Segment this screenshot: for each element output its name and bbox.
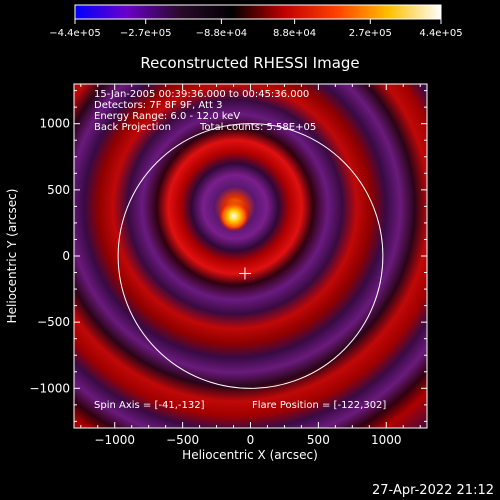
reconstructed-image <box>74 84 427 428</box>
x-tick-label: −1000 <box>94 433 135 447</box>
x-tick-label: −500 <box>166 433 199 447</box>
plot-timestamp: 27-Apr-2022 21:12 <box>372 483 494 498</box>
annotation-flare-position: Flare Position = [-122,302] <box>252 400 386 411</box>
sun-center-marker <box>238 267 251 280</box>
annotation-energy: Energy Range: 6.0 - 12.0 keV <box>94 111 240 122</box>
x-axis-ticks: −1000 −500 0 500 1000 <box>80 84 421 447</box>
x-tick-label: 0 <box>247 433 255 447</box>
colorbar-tick-label: −2.7e+05 <box>120 28 172 39</box>
y-tick-label: 1000 <box>39 117 70 131</box>
image-area <box>74 84 427 428</box>
x-axis-label: Heliocentric X (arcsec) <box>182 448 318 462</box>
y-tick-label: 500 <box>47 183 70 197</box>
colorbar-ticks: −4.4e+05 −2.7e+05 −8.8e+04 8.8e+04 2.7e+05 4.… <box>49 19 463 39</box>
y-tick-label: 0 <box>62 249 70 263</box>
colorbar <box>74 4 442 20</box>
colorbar-tick-label: 8.8e+04 <box>273 28 316 39</box>
chart-title: Reconstructed RHESSI Image <box>140 54 359 72</box>
solar-limb-circle <box>117 123 384 389</box>
colorbar-tick-label: −8.8e+04 <box>196 28 248 39</box>
annotation-detectors: Detectors: 7F 8F 9F, Att 3 <box>94 100 222 111</box>
colorbar-tick-label: −4.4e+05 <box>49 28 101 39</box>
colorbar-tick-label: 4.4e+05 <box>419 28 462 39</box>
colorbar-tick-label: 2.7e+05 <box>349 28 392 39</box>
y-tick-label: −500 <box>37 315 70 329</box>
y-tick-label: −1000 <box>29 381 70 395</box>
annotation-time-range: 15-Jan-2005 00:39:36.000 to 00:45:36.000 <box>94 89 309 100</box>
y-axis-ticks: −1000 −500 0 500 1000 <box>29 90 427 422</box>
annotation-spin-axis: Spin Axis = [-41,-132] <box>94 400 205 411</box>
annotation-counts: Total counts: 5.58E+05 <box>199 122 316 133</box>
flare-source <box>217 200 250 233</box>
y-axis-label: Heliocentric Y (arcsec) <box>5 189 19 324</box>
annotation-method: Back Projection <box>94 122 171 133</box>
x-tick-label: 500 <box>307 433 330 447</box>
x-tick-label: 1000 <box>371 433 402 447</box>
